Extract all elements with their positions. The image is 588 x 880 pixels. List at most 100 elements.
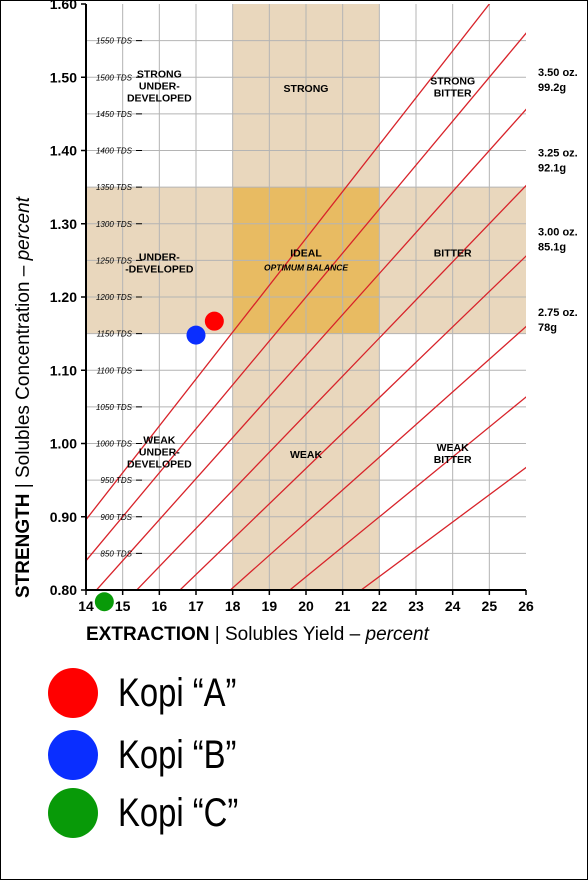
- tds-label-8: 1250 TDS: [96, 256, 133, 265]
- y-axis-label: STRENGTH | Solubles Concentration – perc…: [13, 196, 34, 598]
- zone-label-0-line-0: STRONG: [137, 68, 182, 80]
- legend-label-kopi-b: Kopi “B”: [118, 733, 237, 777]
- x-axis-label-text: Solubles Yield: [225, 624, 344, 645]
- zone-label-5-line-0: BITTER: [434, 248, 472, 260]
- ratio-label-1-g: 92.1g: [538, 162, 566, 174]
- ratio-line-6: [95, 108, 526, 590]
- ratio-line-4: [86, 4, 491, 521]
- zone-label-6-line-0: WEAK: [143, 435, 175, 447]
- ratio-label-2-oz: 3.00 oz.: [538, 226, 578, 238]
- ratio-line-3: [288, 396, 526, 590]
- legend-dot-kopi-b: [48, 730, 98, 780]
- tds-label-4: 1050 TDS: [96, 403, 133, 412]
- tds-label-5: 1100 TDS: [97, 366, 133, 375]
- y-tick-label-7: 1.50: [50, 69, 77, 85]
- legend-item-kopi-c: Kopi “C”: [48, 788, 548, 844]
- ratio-label-1-oz: 3.25 oz.: [538, 147, 578, 159]
- x-axis-label-dash: –: [344, 624, 365, 645]
- tds-label-9: 1300 TDS: [96, 220, 133, 229]
- legend-label-kopi-c: Kopi “C”: [118, 791, 239, 835]
- y-axis-label-bold: STRENGTH: [13, 494, 34, 599]
- ratio-lines: [86, 4, 526, 590]
- y-tick-label-5: 1.30: [50, 216, 77, 232]
- zone-label-6-line-2: DEVELOPED: [127, 459, 192, 471]
- legend-item-kopi-b: Kopi “B”: [48, 730, 548, 786]
- tds-label-1: 900 TDS: [100, 513, 132, 522]
- x-tick-label-10: 24: [445, 598, 461, 614]
- x-tick-label-11: 25: [482, 598, 498, 614]
- tds-label-2: 950 TDS: [100, 476, 132, 485]
- axes: [81, 3, 527, 595]
- zone-label-8-line-1: BITTER: [434, 454, 472, 466]
- ratio-label-2-g: 85.1g: [538, 241, 566, 253]
- ratio-label-3-g: 78g: [538, 322, 557, 334]
- x-tick-label-1: 15: [115, 598, 131, 614]
- zone-label-4-sub: OPTIMUM BALANCE: [264, 263, 348, 273]
- x-tick-label-5: 19: [262, 598, 278, 614]
- y-tick-label-4: 1.20: [50, 289, 77, 305]
- zone-label-3-line-1: -DEVELOPED: [125, 263, 194, 275]
- zone-labels: STRONGUNDER-DEVELOPEDSTRONGSTRONGBITTERU…: [125, 68, 475, 470]
- tds-label-10: 1350 TDS: [96, 183, 133, 192]
- x-tick-label-3: 17: [188, 598, 204, 614]
- x-tick-label-8: 22: [372, 598, 388, 614]
- x-tick-label-9: 23: [408, 598, 424, 614]
- tds-label-13: 1500 TDS: [96, 73, 133, 82]
- ratio-labels: 3.50 oz. 99.2g 3.25 oz. 92.1g 3.00 oz. 85.1g 2…: [538, 67, 578, 334]
- tick-labels: 0.80 0.90 1.00 1.10 1.20 1.30 1.40 1.50 1.60 14 15…: [50, 0, 534, 614]
- zone-label-0-line-2: DEVELOPED: [127, 92, 192, 104]
- zone-label-3-line-0: UNDER-: [139, 251, 180, 263]
- y-axis-label-text: Solubles Concentration: [13, 282, 34, 478]
- y-axis-label-sep: |: [13, 478, 34, 494]
- x-tick-label-7: 21: [335, 598, 351, 614]
- zone-label-4-line-0: IDEAL: [290, 248, 322, 260]
- x-tick-label-0: 14: [78, 598, 94, 614]
- zone-label-6-line-1: UNDER-: [139, 447, 180, 459]
- tds-label-7: 1200 TDS: [96, 293, 133, 302]
- ratio-line-0: [135, 184, 526, 590]
- x-tick-label-4: 18: [225, 598, 241, 614]
- zone-label-2-line-1: BITTER: [434, 88, 472, 100]
- y-tick-label-8: 1.60: [50, 0, 77, 12]
- zone-label-8-line-0: WEAK: [437, 442, 469, 454]
- data-point-2-0: [94, 592, 114, 612]
- tds-tick-labels: 850 TDS 900 TDS 950 TDS 1000 TDS 1050 TDS 110…: [96, 37, 142, 558]
- y-axis-label-dash: –: [13, 260, 34, 281]
- data-point-0-0: [204, 311, 224, 331]
- legend-label-kopi-a: Kopi “A”: [118, 671, 237, 715]
- y-tick-label-3: 1.10: [50, 362, 77, 378]
- x-tick-label-6: 20: [298, 598, 314, 614]
- ratio-line-2: [229, 325, 526, 590]
- y-tick-label-1: 0.90: [50, 509, 77, 525]
- tds-label-0: 850 TDS: [100, 549, 132, 558]
- tds-label-12: 1450 TDS: [96, 110, 133, 119]
- tds-label-11: 1400 TDS: [96, 147, 133, 156]
- x-axis-label: EXTRACTION | Solubles Yield – percent: [86, 624, 430, 645]
- ratio-line-1: [179, 255, 526, 590]
- data-points: [94, 311, 224, 612]
- x-axis-label-sep: |: [210, 624, 226, 645]
- legend-dot-kopi-c: [48, 788, 98, 838]
- tds-label-3: 1000 TDS: [96, 440, 133, 449]
- tds-label-14: 1550 TDS: [96, 37, 133, 46]
- y-tick-label-0: 0.80: [50, 582, 77, 598]
- ratio-label-0-oz: 3.50 oz.: [538, 67, 578, 79]
- ratio-line-5: [86, 32, 526, 562]
- x-axis-label-bold: EXTRACTION: [86, 624, 210, 645]
- ratio-line-7: [360, 466, 526, 590]
- zone-label-0-line-1: UNDER-: [139, 80, 180, 92]
- ratio-label-3-oz: 2.75 oz.: [538, 307, 578, 319]
- y-tick-label-2: 1.00: [50, 436, 77, 452]
- x-tick-label-2: 16: [152, 598, 168, 614]
- ratio-label-0-g: 99.2g: [538, 82, 566, 94]
- y-axis-label-unit: percent: [13, 196, 34, 261]
- x-axis-label-unit: percent: [365, 624, 430, 645]
- brewing-control-chart: 850 TDS 900 TDS 950 TDS 1000 TDS 1050 TDS 110…: [13, 0, 578, 645]
- zone-label-1-line-0: STRONG: [284, 83, 329, 95]
- zone-label-7-line-0: WEAK: [290, 449, 322, 461]
- x-tick-label-12: 26: [518, 598, 534, 614]
- zone-label-2-line-0: STRONG: [430, 76, 475, 88]
- legend-item-kopi-a: Kopi “A”: [48, 668, 548, 724]
- y-tick-label-6: 1.40: [50, 143, 77, 159]
- data-point-1-0: [186, 325, 206, 345]
